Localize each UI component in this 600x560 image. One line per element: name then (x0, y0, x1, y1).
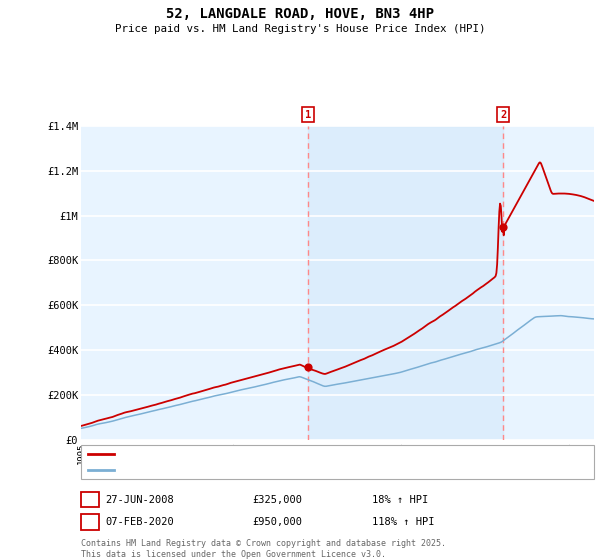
Text: 07-FEB-2020: 07-FEB-2020 (105, 517, 174, 527)
Bar (308, 126, 503, 440)
Text: 1: 1 (305, 110, 311, 120)
Text: 18% ↑ HPI: 18% ↑ HPI (372, 494, 428, 505)
Text: HPI: Average price, semi-detached house, Brighton and Hove: HPI: Average price, semi-detached house,… (119, 465, 452, 474)
Text: £325,000: £325,000 (252, 494, 302, 505)
Point (303, 362, 313, 371)
Text: Contains HM Land Registry data © Crown copyright and database right 2025.
This d: Contains HM Land Registry data © Crown c… (81, 539, 446, 559)
Text: 27-JUN-2008: 27-JUN-2008 (105, 494, 174, 505)
Text: 1: 1 (87, 494, 93, 505)
Text: 52, LANGDALE ROAD, HOVE, BN3 4HP: 52, LANGDALE ROAD, HOVE, BN3 4HP (166, 7, 434, 21)
Text: 52, LANGDALE ROAD, HOVE, BN3 4HP (semi-detached house): 52, LANGDALE ROAD, HOVE, BN3 4HP (semi-d… (119, 450, 430, 459)
Point (499, 222, 508, 231)
Text: 2: 2 (87, 517, 93, 527)
Text: Price paid vs. HM Land Registry's House Price Index (HPI): Price paid vs. HM Land Registry's House … (115, 24, 485, 34)
Text: 2: 2 (500, 110, 506, 120)
Text: £950,000: £950,000 (252, 517, 302, 527)
Text: 118% ↑ HPI: 118% ↑ HPI (372, 517, 434, 527)
